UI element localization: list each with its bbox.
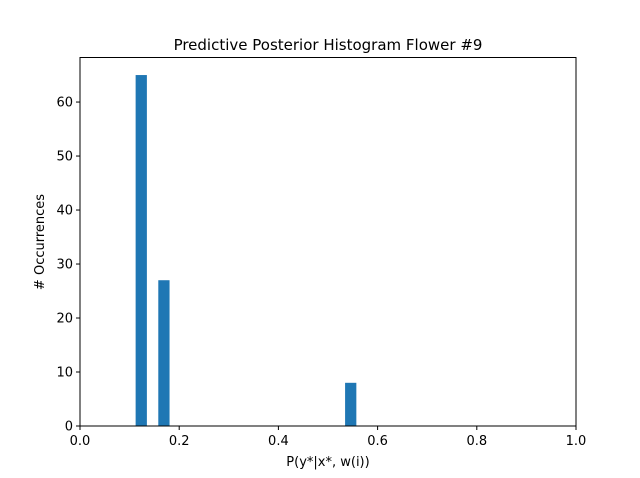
y-tick-label: 0 bbox=[65, 420, 73, 435]
histogram-bar-3 bbox=[345, 382, 357, 426]
x-axis-ticks: 0.0 0.2 0.4 0.6 0.8 1.0 bbox=[70, 426, 587, 449]
y-tick-label: 60 bbox=[56, 96, 73, 111]
y-tick-label: 10 bbox=[56, 366, 73, 381]
y-tick-label: 40 bbox=[56, 204, 73, 219]
histogram-bar-2 bbox=[158, 280, 170, 426]
x-tick-label: 0.4 bbox=[268, 434, 289, 449]
chart-title: Predictive Posterior Histogram Flower #9 bbox=[174, 36, 483, 54]
plot-frame bbox=[79, 57, 577, 427]
y-tick-label: 50 bbox=[56, 150, 73, 165]
x-tick-label: 0.8 bbox=[466, 434, 487, 449]
x-axis-label: P(y*|x*, w(i)) bbox=[286, 455, 369, 470]
y-tick-label: 30 bbox=[56, 258, 73, 273]
x-tick-label: 1.0 bbox=[566, 434, 587, 449]
y-axis-label: # Occurrences bbox=[33, 194, 48, 290]
y-axis-ticks: 0 10 20 30 40 50 60 bbox=[56, 96, 80, 435]
x-tick-label: 0.6 bbox=[367, 434, 388, 449]
x-tick-label: 0.0 bbox=[70, 434, 91, 449]
x-tick-label: 0.2 bbox=[169, 434, 190, 449]
bars-group bbox=[135, 75, 357, 427]
y-tick-label: 20 bbox=[56, 312, 73, 327]
histogram-bar-1 bbox=[135, 75, 147, 427]
